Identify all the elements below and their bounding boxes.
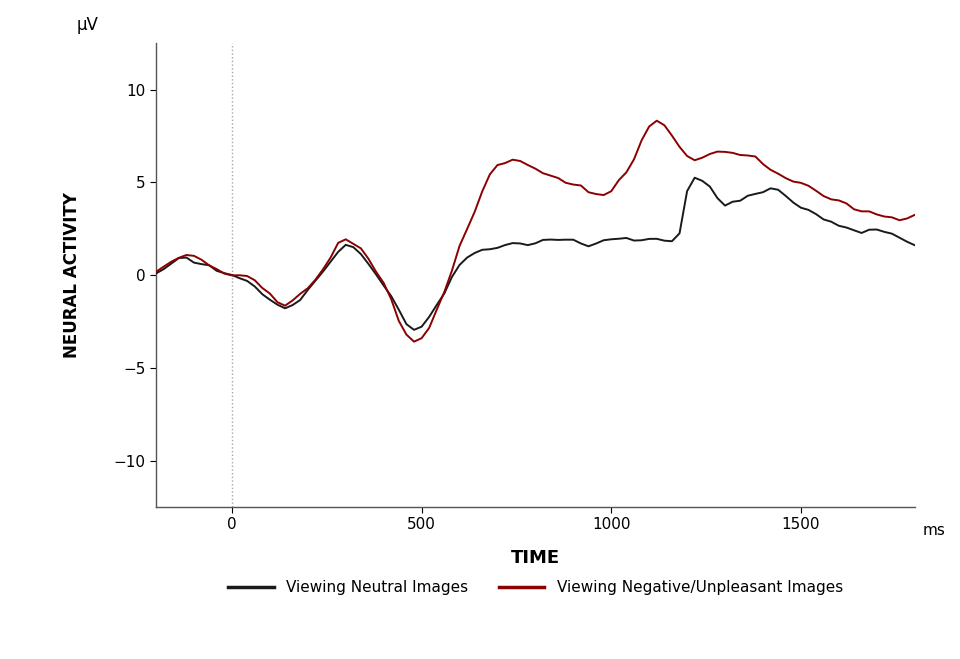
Text: μV: μV <box>77 16 99 34</box>
Y-axis label: NEURAL ACTIVITY: NEURAL ACTIVITY <box>63 192 81 358</box>
Text: ms: ms <box>923 523 946 538</box>
Legend: Viewing Neutral Images, Viewing Negative/Unpleasant Images: Viewing Neutral Images, Viewing Negative… <box>222 574 849 602</box>
X-axis label: TIME: TIME <box>511 549 560 567</box>
